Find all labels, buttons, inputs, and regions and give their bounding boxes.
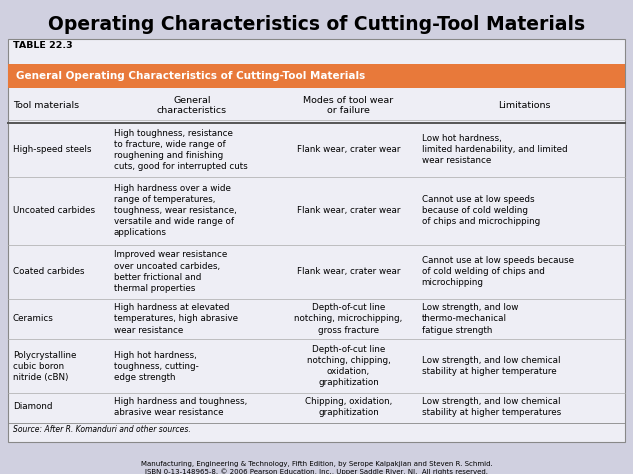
Text: High hot hardness,
toughness, cutting-
edge strength: High hot hardness, toughness, cutting- e…	[114, 351, 199, 382]
Text: Improved wear resistance
over uncoated carbides,
better frictional and
thermal p: Improved wear resistance over uncoated c…	[114, 250, 227, 293]
Text: High toughness, resistance
to fracture, wide range of
roughening and finishing
c: High toughness, resistance to fracture, …	[114, 128, 248, 171]
Text: Diamond: Diamond	[13, 402, 52, 411]
Text: Operating Characteristics of Cutting-Tool Materials: Operating Characteristics of Cutting-Too…	[48, 15, 585, 34]
Text: Depth-of-cut line
notching, microchipping,
gross fracture: Depth-of-cut line notching, microchippin…	[294, 303, 403, 335]
Text: Low strength, and low
thermo-mechanical
fatigue strength: Low strength, and low thermo-mechanical …	[422, 303, 518, 335]
Text: General Operating Characteristics of Cutting-Tool Materials: General Operating Characteristics of Cut…	[16, 71, 365, 81]
Text: Uncoated carbides: Uncoated carbides	[13, 206, 95, 215]
Text: High-speed steels: High-speed steels	[13, 146, 91, 155]
Text: General
characteristics: General characteristics	[157, 96, 227, 115]
Text: Manufacturing, Engineering & Technology, Fifth Edition, by Serope Kalpakjian and: Manufacturing, Engineering & Technology,…	[141, 461, 492, 474]
Text: Ceramics: Ceramics	[13, 314, 54, 323]
FancyBboxPatch shape	[8, 64, 625, 88]
Text: High hardness and toughness,
abrasive wear resistance: High hardness and toughness, abrasive we…	[114, 397, 248, 417]
Text: Limitations: Limitations	[498, 101, 550, 110]
Text: TABLE 22.3: TABLE 22.3	[13, 41, 72, 50]
Text: Tool materials: Tool materials	[13, 101, 78, 110]
Text: Modes of tool wear
or failure: Modes of tool wear or failure	[303, 96, 394, 115]
Text: Flank wear, crater wear: Flank wear, crater wear	[297, 146, 400, 155]
Text: Coated carbides: Coated carbides	[13, 267, 84, 276]
Text: Low strength, and low chemical
stability at higher temperature: Low strength, and low chemical stability…	[422, 356, 560, 376]
Text: Cannot use at low speeds because
of cold welding of chips and
microchipping: Cannot use at low speeds because of cold…	[422, 256, 573, 287]
Text: High hardness over a wide
range of temperatures,
toughness, wear resistance,
ver: High hardness over a wide range of tempe…	[114, 184, 237, 237]
Text: Polycrystalline
cubic boron
nitride (cBN): Polycrystalline cubic boron nitride (cBN…	[13, 351, 76, 382]
Text: Flank wear, crater wear: Flank wear, crater wear	[297, 267, 400, 276]
Text: Cannot use at low speeds
because of cold welding
of chips and microchipping: Cannot use at low speeds because of cold…	[422, 195, 540, 226]
Text: Flank wear, crater wear: Flank wear, crater wear	[297, 206, 400, 215]
FancyBboxPatch shape	[8, 39, 625, 442]
Text: Depth-of-cut line
notching, chipping,
oxidation,
graphitization: Depth-of-cut line notching, chipping, ox…	[306, 345, 391, 387]
Text: Low strength, and low chemical
stability at higher temperatures: Low strength, and low chemical stability…	[422, 397, 561, 417]
Text: Source: After R. Komanduri and other sources.: Source: After R. Komanduri and other sou…	[13, 425, 191, 434]
Text: Chipping, oxidation,
graphitization: Chipping, oxidation, graphitization	[305, 397, 392, 417]
Text: High hardness at elevated
temperatures, high abrasive
wear resistance: High hardness at elevated temperatures, …	[114, 303, 238, 335]
Text: Low hot hardness,
limited hardenability, and limited
wear resistance: Low hot hardness, limited hardenability,…	[422, 134, 567, 165]
